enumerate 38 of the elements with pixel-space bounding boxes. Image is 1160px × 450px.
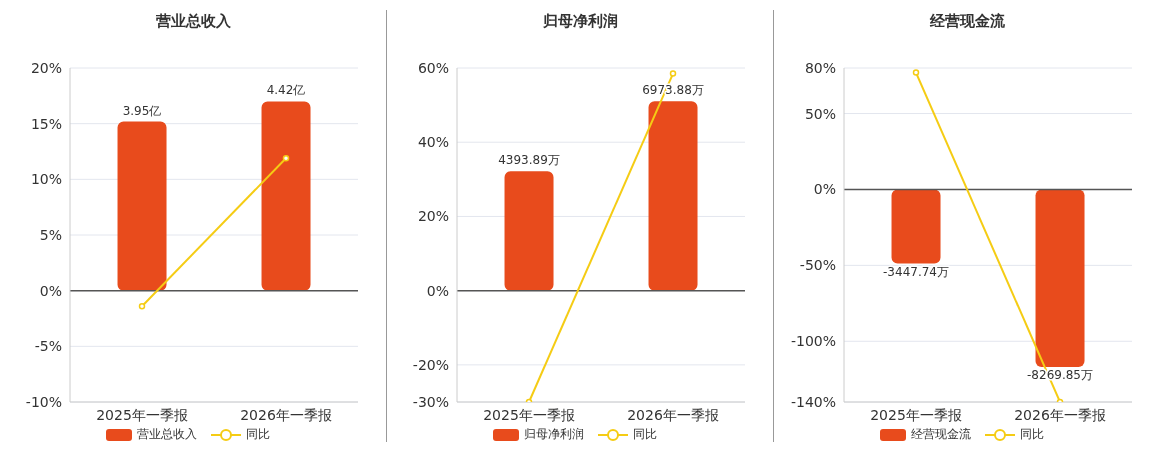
legend-label: 营业总收入 xyxy=(137,426,197,443)
y-tick-label: 40% xyxy=(417,134,449,151)
x-tick-label: 2025年一季报 xyxy=(483,406,575,423)
y-tick-label: -140% xyxy=(790,393,836,410)
x-tick-label: 2025年一季报 xyxy=(870,406,962,423)
x-tick-label: 2026年一季报 xyxy=(1014,406,1106,423)
x-tick-label: 2026年一季报 xyxy=(240,406,332,423)
data-label: -3447.74万 xyxy=(883,264,949,279)
x-tick-label: 2026年一季报 xyxy=(627,406,719,423)
data-label: 3.95亿 xyxy=(122,103,162,118)
chart-title: 经营现金流 xyxy=(928,12,1006,32)
x-tick-label: 2025年一季报 xyxy=(96,406,188,423)
legend-label: 同比 xyxy=(633,426,657,443)
y-tick-label: 0% xyxy=(426,282,449,299)
legend-label: 同比 xyxy=(1020,426,1044,443)
y-tick-label: -100% xyxy=(790,333,836,350)
chart-title: 归母净利润 xyxy=(541,12,619,32)
y-tick-label: 60% xyxy=(417,59,449,76)
y-tick-label: 0% xyxy=(39,282,62,299)
y-tick-label: 0% xyxy=(813,181,836,198)
y-tick-label: 20% xyxy=(417,208,449,225)
legend-label: 经营现金流 xyxy=(911,426,971,443)
y-tick-label: -5% xyxy=(34,338,62,355)
y-tick-label: 80% xyxy=(804,59,836,76)
y-tick-label: -20% xyxy=(412,356,449,373)
y-tick-label: 50% xyxy=(804,105,836,122)
chart-title: 营业总收入 xyxy=(154,12,232,32)
y-tick-label: 15% xyxy=(30,115,62,132)
y-tick-label: 20% xyxy=(30,59,62,76)
y-tick-label: 5% xyxy=(39,226,62,243)
legend-label: 归母净利润 xyxy=(524,426,584,443)
data-label: 4393.89万 xyxy=(498,153,560,168)
y-tick-label: -50% xyxy=(799,257,836,274)
y-tick-label: -10% xyxy=(25,393,62,410)
legend-label: 同比 xyxy=(246,426,270,443)
y-tick-label: -30% xyxy=(412,393,449,410)
y-tick-label: 10% xyxy=(30,171,62,188)
data-label: 4.42亿 xyxy=(266,83,306,98)
